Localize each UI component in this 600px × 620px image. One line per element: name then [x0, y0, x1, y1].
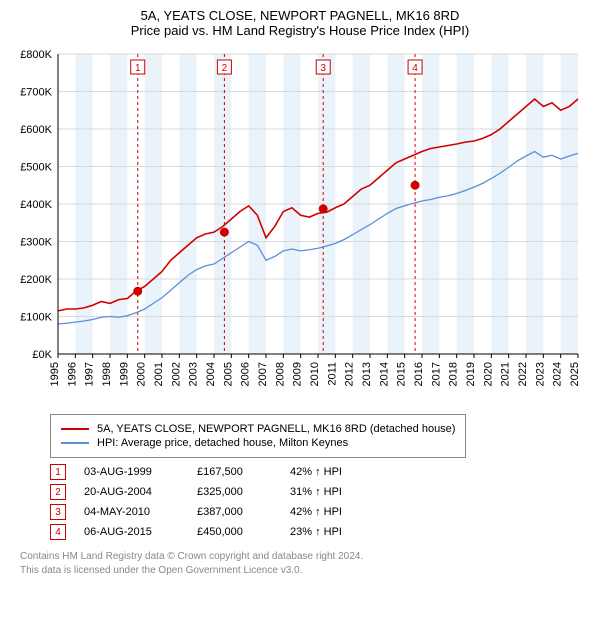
sale-row: 4 06-AUG-2015 £450,000 23% ↑ HPI — [50, 524, 590, 540]
sale-marker: 1 — [50, 464, 66, 480]
y-tick-label: £800K — [20, 49, 52, 61]
legend-item: HPI: Average price, detached house, Milt… — [61, 437, 455, 449]
line-chart-svg: £0K £100K £200K £300K £400K £500K £600K £700K £8… — [10, 44, 588, 404]
event-marker-label: 1 — [135, 63, 141, 74]
x-tick-label: 1997 — [84, 362, 96, 386]
x-tick-label: 2015 — [396, 362, 408, 386]
sale-row: 1 03-AUG-1999 £167,500 42% ↑ HPI — [50, 464, 590, 480]
x-tick-label: 2018 — [448, 362, 460, 386]
x-tick-label: 2013 — [361, 362, 373, 386]
x-tick-label: 2000 — [136, 362, 148, 386]
sale-marker: 3 — [50, 504, 66, 520]
x-tick-label: 2005 — [222, 362, 234, 386]
sale-pct: 31% ↑ HPI — [290, 486, 390, 498]
footer-line-1: Contains HM Land Registry data © Crown c… — [20, 550, 590, 564]
y-tick-label: £200K — [20, 274, 52, 286]
sale-date: 06-AUG-2015 — [84, 526, 179, 538]
legend: 5A, YEATS CLOSE, NEWPORT PAGNELL, MK16 8… — [50, 414, 466, 458]
x-tick-label: 2002 — [170, 362, 182, 386]
x-tick-label: 1999 — [118, 362, 130, 386]
y-tick-label: £0K — [32, 349, 52, 361]
sale-row: 3 04-MAY-2010 £387,000 42% ↑ HPI — [50, 504, 590, 520]
sale-pct: 42% ↑ HPI — [290, 466, 390, 478]
sale-marker: 4 — [50, 524, 66, 540]
legend-label: HPI: Average price, detached house, Milt… — [97, 437, 348, 449]
x-tick-label: 2025 — [569, 362, 581, 386]
x-tick-label: 2006 — [240, 362, 252, 386]
x-tick-label: 2009 — [292, 362, 304, 386]
x-tick-label: 2003 — [188, 362, 200, 386]
sale-price: £167,500 — [197, 466, 272, 478]
chart-container: 5A, YEATS CLOSE, NEWPORT PAGNELL, MK16 8… — [0, 0, 600, 585]
x-tick-label: 2020 — [482, 362, 494, 386]
event-marker-label: 4 — [412, 63, 418, 74]
y-tick-label: £300K — [20, 237, 52, 249]
sale-marker: 2 — [50, 484, 66, 500]
footer-line-2: This data is licensed under the Open Gov… — [20, 564, 590, 578]
x-tick-label: 1998 — [101, 362, 113, 386]
legend-color-swatch — [61, 428, 89, 430]
x-tick-label: 1996 — [66, 362, 78, 386]
sale-date: 03-AUG-1999 — [84, 466, 179, 478]
sale-row: 2 20-AUG-2004 £325,000 31% ↑ HPI — [50, 484, 590, 500]
y-tick-label: £100K — [20, 312, 52, 324]
x-tick-label: 2024 — [552, 362, 564, 386]
x-tick-label: 2017 — [430, 362, 442, 386]
chart-title-2: Price paid vs. HM Land Registry's House … — [10, 23, 590, 38]
sale-price: £325,000 — [197, 486, 272, 498]
legend-label: 5A, YEATS CLOSE, NEWPORT PAGNELL, MK16 8… — [97, 423, 455, 435]
sale-pct: 23% ↑ HPI — [290, 526, 390, 538]
x-tick-label: 2019 — [465, 362, 477, 386]
sale-pct: 42% ↑ HPI — [290, 506, 390, 518]
x-tick-label: 2022 — [517, 362, 529, 386]
chart-area: £0K £100K £200K £300K £400K £500K £600K £700K £8… — [10, 44, 590, 404]
event-marker-label: 2 — [222, 63, 228, 74]
sales-table: 1 03-AUG-1999 £167,500 42% ↑ HPI 2 20-AUG-200… — [50, 464, 590, 540]
chart-title-1: 5A, YEATS CLOSE, NEWPORT PAGNELL, MK16 8… — [10, 8, 590, 23]
sale-date: 04-MAY-2010 — [84, 506, 179, 518]
legend-color-swatch — [61, 442, 89, 444]
y-tick-label: £500K — [20, 162, 52, 174]
x-tick-label: 2004 — [205, 362, 217, 386]
footer-attribution: Contains HM Land Registry data © Crown c… — [20, 550, 590, 577]
x-tick-label: 2007 — [257, 362, 269, 386]
x-tick-label: 2021 — [500, 362, 512, 386]
y-tick-label: £700K — [20, 87, 52, 99]
legend-item: 5A, YEATS CLOSE, NEWPORT PAGNELL, MK16 8… — [61, 423, 455, 435]
x-tick-label: 2001 — [153, 362, 165, 386]
x-tick-label: 2011 — [326, 362, 338, 386]
x-tick-label: 2012 — [344, 362, 356, 386]
x-tick-label: 2010 — [309, 362, 321, 386]
sale-date: 20-AUG-2004 — [84, 486, 179, 498]
x-tick-label: 2016 — [413, 362, 425, 386]
sale-price: £387,000 — [197, 506, 272, 518]
x-tick-label: 2008 — [274, 362, 286, 386]
event-marker-label: 3 — [320, 63, 326, 74]
sale-price: £450,000 — [197, 526, 272, 538]
x-tick-label: 1995 — [49, 362, 61, 386]
x-tick-label: 2023 — [534, 362, 546, 386]
y-tick-label: £600K — [20, 124, 52, 136]
x-tick-label: 2014 — [378, 362, 390, 386]
y-tick-label: £400K — [20, 199, 52, 211]
